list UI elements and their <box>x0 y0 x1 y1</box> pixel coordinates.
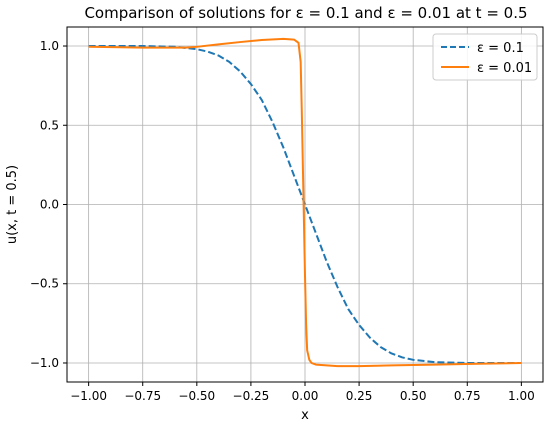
series-line-2 <box>88 37 522 368</box>
x-tick-label: 0.25 <box>346 389 373 403</box>
x-tick-label: −1.00 <box>70 389 107 403</box>
chart-title: Comparison of solutions for ε = 0.1 and … <box>84 4 527 22</box>
x-tick-label: −0.25 <box>233 389 270 403</box>
x-tick-label: 0.50 <box>400 389 427 403</box>
x-tick-label: 0.00 <box>292 389 319 403</box>
x-tick-label: −0.50 <box>178 389 215 403</box>
y-tick-label: 0.0 <box>40 198 59 212</box>
axis-ticks: −1.00 −0.75 −0.50 −0.25 0.00 0.25 0.50 0.75 1.00… <box>30 39 535 403</box>
x-axis-label: x <box>301 408 309 423</box>
series-line-1 <box>88 45 522 364</box>
legend: ε = 0.1 ε = 0.01 <box>432 33 538 81</box>
legend-box <box>432 33 538 81</box>
y-axis-label: u(x, t = 0.5) <box>5 165 20 244</box>
x-tick-label: −0.75 <box>124 389 161 403</box>
y-tick-label: 1.0 <box>40 39 59 53</box>
legend-label: ε = 0.1 <box>477 41 524 56</box>
legend-label: ε = 0.01 <box>477 61 532 76</box>
y-tick-label: −1.0 <box>30 356 59 370</box>
y-tick-label: −0.5 <box>30 277 59 291</box>
y-tick-label: 0.5 <box>40 118 59 132</box>
series-lines <box>88 37 522 368</box>
x-tick-label: 0.75 <box>454 389 481 403</box>
x-tick-label: 1.00 <box>508 389 535 403</box>
